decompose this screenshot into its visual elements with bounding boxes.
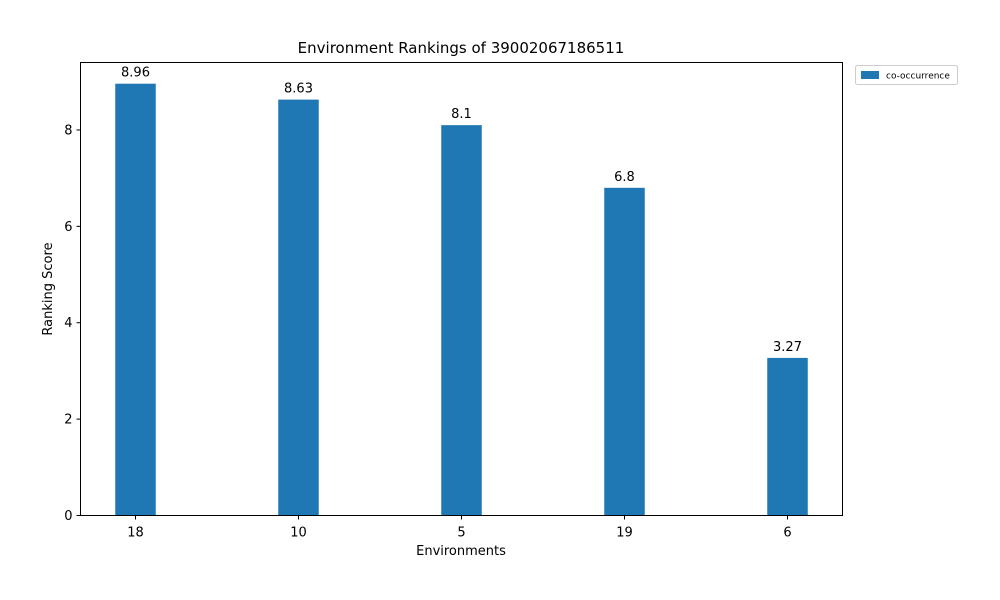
y-tick-label: 8	[64, 123, 72, 138]
bar	[441, 125, 482, 516]
chart-title: Environment Rankings of 39002067186511	[298, 39, 625, 57]
data-label: 8.1	[451, 107, 472, 122]
legend-swatch-co-occurrence	[861, 71, 879, 79]
x-axis-ticks: 18 10 5 19 6	[127, 515, 792, 541]
x-tick-label: 18	[127, 526, 144, 541]
x-tick-label: 6	[783, 526, 791, 541]
data-label: 8.96	[121, 66, 150, 81]
data-label: 3.27	[773, 340, 802, 355]
x-tick-label: 19	[616, 526, 633, 541]
x-tick-label: 10	[290, 526, 307, 541]
x-tick-label: 5	[457, 526, 465, 541]
y-tick-label: 4	[64, 316, 72, 331]
y-tick-label: 0	[64, 509, 72, 524]
legend-box	[855, 65, 958, 85]
bar	[115, 83, 156, 516]
plot-frame	[80, 62, 843, 516]
y-axis-ticks: 0 2 4 6 8	[64, 123, 81, 524]
bar	[278, 99, 319, 516]
bars	[115, 83, 808, 516]
x-axis-label: Environments	[416, 544, 506, 559]
legend-label-co-occurrence: co-occurrence	[886, 72, 950, 82]
data-label: 8.63	[284, 82, 313, 97]
legend: co-occurrence	[855, 65, 958, 85]
data-label: 6.8	[614, 170, 635, 185]
bar	[767, 357, 808, 516]
y-axis-label: Ranking Score	[41, 242, 56, 335]
y-tick-label: 2	[64, 413, 72, 428]
bar	[604, 187, 645, 516]
y-tick-label: 6	[64, 220, 72, 235]
data-labels: 8.96 8.63 8.1 6.8 3.27	[121, 66, 802, 355]
